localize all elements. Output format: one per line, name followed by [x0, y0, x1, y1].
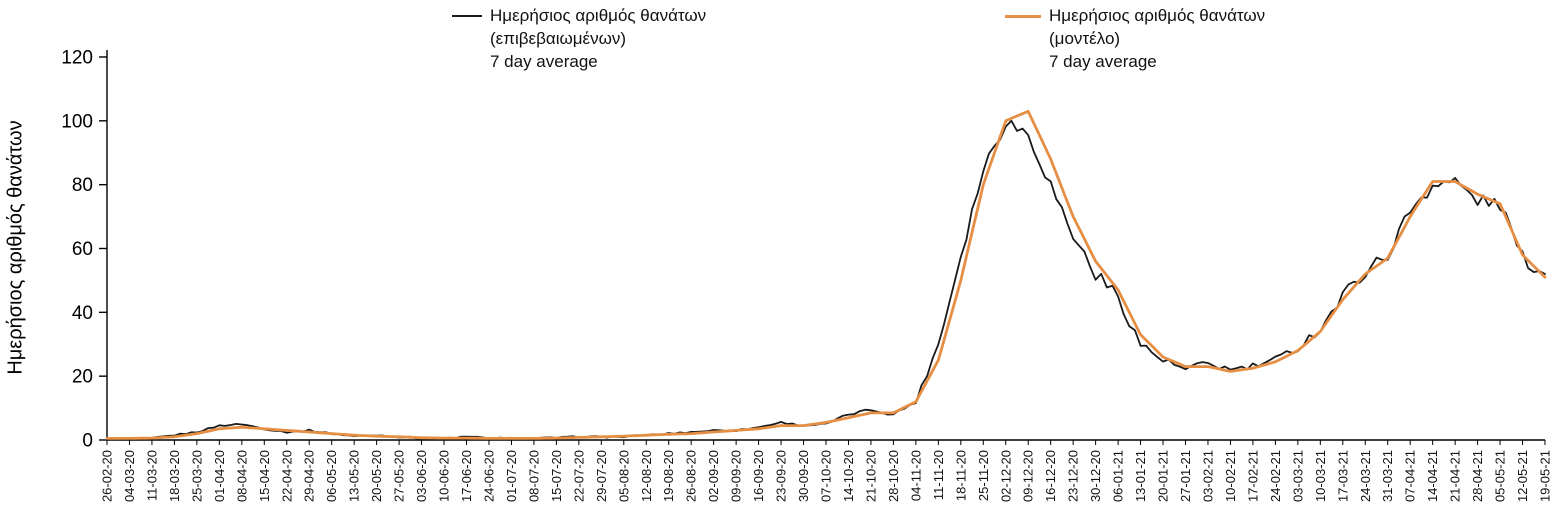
x-tick-label: 25-11-20: [976, 450, 991, 501]
y-tick-label: 60: [72, 239, 93, 260]
x-tick-label: 24-03-21: [1358, 450, 1373, 502]
legend-item-confirmed: Ημερήσιος αριθμός θανάτων (επιβεβαιωμένω…: [452, 4, 706, 73]
y-tick-label: 0: [82, 431, 93, 452]
x-tick-label: 04-03-20: [122, 450, 137, 502]
x-tick-label: 19-08-20: [661, 450, 676, 502]
legend-model-line3: 7 day average: [1049, 52, 1157, 71]
x-tick-label: 20-01-21: [1156, 450, 1171, 502]
legend-model-line2: (μοντέλο): [1049, 29, 1121, 48]
model-line-swatch: [1005, 15, 1041, 18]
x-tick-label: 17-03-21: [1335, 450, 1350, 502]
legend-confirmed-line1: Ημερήσιος αριθμός θανάτων: [490, 6, 707, 25]
x-tick-label: 14-10-20: [841, 450, 856, 502]
x-tick-label: 25-03-20: [189, 450, 204, 502]
x-tick-label: 05-05-21: [1493, 450, 1508, 502]
x-tick-label: 28-04-21: [1470, 450, 1485, 502]
y-tick-label: 20: [72, 367, 93, 388]
legend-text-model: Ημερήσιος αριθμός θανάτων (μοντέλο) 7 da…: [1049, 4, 1265, 73]
x-tick-label: 21-04-21: [1448, 450, 1463, 502]
x-tick-label: 29-07-20: [594, 450, 609, 502]
x-tick-label: 30-12-20: [1088, 450, 1103, 502]
x-tick-label: 19-05-21: [1538, 450, 1553, 502]
x-tick-label: 09-12-20: [1021, 450, 1036, 502]
x-tick-label: 15-07-20: [549, 450, 564, 502]
x-tick-label: 02-12-20: [998, 450, 1013, 502]
x-tick-label: 02-09-20: [706, 450, 721, 502]
x-tick-label: 06-01-21: [1111, 450, 1126, 502]
x-tick-label: 10-06-20: [437, 450, 452, 502]
x-tick-label: 08-04-20: [234, 450, 249, 502]
x-tick-label: 03-02-21: [1200, 450, 1215, 502]
x-tick-label: 11-11-20: [931, 450, 946, 500]
x-tick-label: 06-05-20: [324, 450, 339, 502]
y-tick-label: 40: [72, 303, 93, 324]
confirmed-line-swatch: [452, 15, 482, 17]
x-tick-label: 03-03-21: [1290, 450, 1305, 502]
legend-text-confirmed: Ημερήσιος αριθμός θανάτων (επιβεβαιωμένω…: [490, 4, 706, 73]
x-tick-label: 07-10-20: [819, 450, 834, 502]
x-tick-label: 26-08-20: [684, 450, 699, 502]
x-tick-label: 05-08-20: [616, 450, 631, 502]
x-tick-label: 07-04-21: [1403, 450, 1418, 502]
x-tick-label: 13-05-20: [347, 450, 362, 502]
x-tick-label: 16-12-20: [1043, 450, 1058, 502]
model-series-line: [105, 109, 1547, 440]
x-tick-label: 26-02-20: [100, 450, 115, 502]
x-tick-label: 13-01-21: [1133, 450, 1148, 502]
x-tick-label: 08-07-20: [526, 450, 541, 502]
x-tick-label: 27-01-21: [1178, 450, 1193, 502]
x-tick-label: 17-06-20: [459, 450, 474, 502]
x-tick-label: 10-02-21: [1223, 450, 1238, 502]
x-tick-label: 29-04-20: [302, 450, 317, 502]
x-tick-label: 12-05-21: [1515, 450, 1530, 502]
x-tick-label: 20-05-20: [369, 450, 384, 502]
x-tick-label: 22-07-20: [571, 450, 586, 502]
x-tick-label: 21-10-20: [863, 450, 878, 502]
x-tick-label: 24-06-20: [481, 450, 496, 502]
x-tick-label: 18-03-20: [167, 450, 182, 502]
x-tick-label: 24-02-21: [1268, 450, 1283, 502]
x-tick-label: 09-09-20: [729, 450, 744, 502]
x-tick-label: 30-09-20: [796, 450, 811, 502]
x-tick-label: 23-09-20: [774, 450, 789, 502]
x-tick-label: 28-10-20: [886, 450, 901, 502]
legend-model-line1: Ημερήσιος αριθμός θανάτων: [1049, 6, 1266, 25]
x-tick-label: 23-12-20: [1066, 450, 1081, 502]
x-tick-label: 27-05-20: [392, 450, 407, 502]
y-tick-label: 120: [61, 48, 93, 69]
x-tick-label: 15-04-20: [257, 450, 272, 502]
y-tick-label: 80: [72, 175, 93, 196]
x-tick-label: 16-09-20: [751, 450, 766, 502]
x-tick-label: 04-11-20: [908, 450, 923, 501]
legend-confirmed-line3: 7 day average: [490, 52, 598, 71]
x-tick-label: 10-03-21: [1313, 450, 1328, 502]
x-tick-label: 01-04-20: [212, 450, 227, 502]
x-tick-label: 12-08-20: [639, 450, 654, 502]
x-tick-label: 18-11-20: [953, 450, 968, 501]
x-tick-label: 17-02-21: [1245, 450, 1260, 502]
x-tick-label: 03-06-20: [414, 450, 429, 502]
x-tick-label: 11-03-20: [144, 450, 159, 501]
x-tick-label: 22-04-20: [279, 450, 294, 502]
x-tick-label: 14-04-21: [1425, 450, 1440, 502]
legend-item-model: Ημερήσιος αριθμός θανάτων (μοντέλο) 7 da…: [1005, 4, 1265, 73]
legend-confirmed-line2: (επιβεβαιωμένων): [490, 29, 627, 48]
confirmed-series-line: [106, 119, 1546, 441]
y-tick-label: 100: [61, 111, 93, 132]
x-tick-label: 31-03-21: [1380, 450, 1395, 502]
x-tick-label: 01-07-20: [504, 450, 519, 502]
